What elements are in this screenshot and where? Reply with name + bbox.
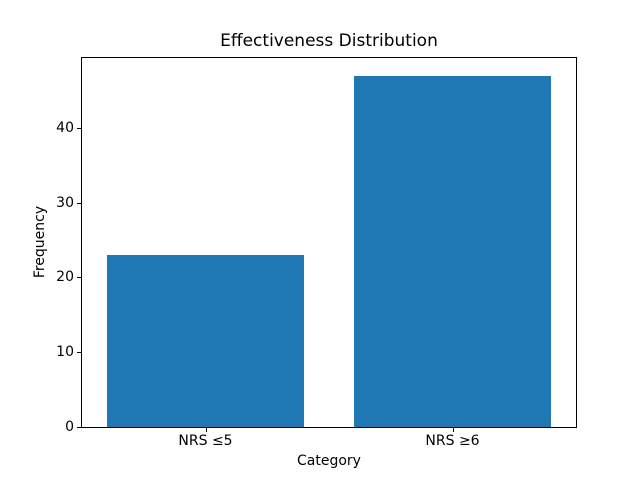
chart-title: Effectiveness Distribution [220, 31, 438, 51]
y-tick-mark [77, 202, 81, 204]
y-tick-label: 40 [56, 119, 74, 136]
x-tick-mark [452, 428, 454, 432]
x-axis-label: Category [297, 453, 361, 469]
y-tick-label: 0 [65, 419, 74, 435]
x-tick-label: NRS ≤5 [178, 433, 233, 449]
plot-area [81, 57, 577, 428]
bar-0 [106, 255, 305, 427]
y-tick-label: 20 [56, 269, 74, 286]
x-tick-mark [205, 428, 207, 432]
y-tick-mark [77, 427, 81, 428]
bar-1 [353, 75, 552, 427]
y-tick-label: 30 [56, 194, 74, 211]
y-tick-mark [77, 127, 81, 129]
x-tick-label: NRS ≥6 [425, 433, 480, 449]
bars-container [82, 58, 576, 427]
y-tick-label: 10 [56, 344, 74, 361]
y-tick-mark [77, 277, 81, 279]
y-axis-label: Frequency [32, 205, 48, 279]
y-tick-mark [77, 352, 81, 354]
